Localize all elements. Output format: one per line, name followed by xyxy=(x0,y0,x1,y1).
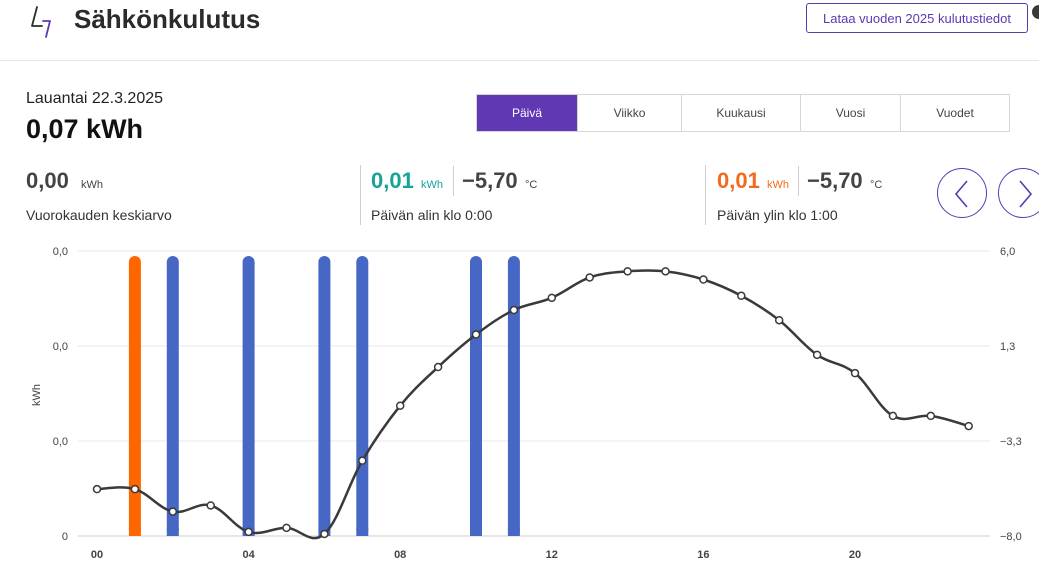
consumption-bar-base xyxy=(128,528,141,536)
stat-divider xyxy=(705,165,706,225)
chevron-left-icon xyxy=(954,180,968,208)
total-consumption: 0,07 kWh xyxy=(26,114,144,144)
temperature-point xyxy=(699,275,708,284)
x-tick-label: 20 xyxy=(849,549,861,561)
temperature-line xyxy=(96,269,970,540)
consumption-bar xyxy=(356,256,369,536)
temperature-point xyxy=(244,527,253,537)
temperature-point xyxy=(926,411,936,421)
temperature-point xyxy=(964,421,973,431)
chevron-right-icon xyxy=(1019,180,1033,208)
temperature-point xyxy=(812,350,822,360)
y2-tick-label: −3,3 xyxy=(1000,436,1022,448)
min-label: Päivän alin klo 0:00 xyxy=(371,207,493,223)
min-temp-unit: °C xyxy=(525,179,538,191)
max-value: 0,01 xyxy=(717,168,760,193)
average-value: 0,00 xyxy=(26,168,69,193)
temperature-point xyxy=(888,411,898,421)
stat-inner-divider xyxy=(453,166,454,196)
y-axis-label: kWh xyxy=(31,384,43,406)
tab-year[interactable]: Vuosi xyxy=(801,95,901,131)
x-tick-label: 08 xyxy=(394,549,406,561)
min-unit: kWh xyxy=(421,179,443,191)
consumption-chart: 0,0 0,0 0,0 0 6,0 1,3 −3,3 −8,0 00 04 08 12 16 20 k… xyxy=(31,246,1022,561)
temperature-point xyxy=(282,523,291,533)
consumption-bar xyxy=(507,256,520,536)
average-label: Vuorokauden keskiarvo xyxy=(26,207,172,223)
menu-icon[interactable] xyxy=(1032,5,1039,19)
y2-tick-label: −8,0 xyxy=(1000,531,1022,543)
previous-day-button[interactable] xyxy=(937,168,987,218)
max-label: Päivän ylin klo 1:00 xyxy=(717,207,838,223)
x-tick-label: 00 xyxy=(91,549,103,561)
consumption-bar-base xyxy=(166,528,179,536)
temperature-point xyxy=(206,501,215,510)
max-temp: −5,70 xyxy=(807,168,863,193)
temperature-point xyxy=(92,484,102,494)
tab-years[interactable]: Vuodet xyxy=(936,106,974,120)
period-tabs: Päivä Viikko Kuukausi Vuosi Vuodet xyxy=(476,94,1010,132)
temperature-point xyxy=(585,273,594,282)
temperature-point xyxy=(850,368,860,378)
consumption-bar xyxy=(318,256,331,536)
tab-week[interactable]: Viikko xyxy=(578,95,682,131)
temperature-point xyxy=(509,305,519,315)
temperature-point xyxy=(471,330,481,339)
temperature-point xyxy=(737,291,746,301)
consumption-bar-base xyxy=(356,528,369,536)
temperature-point xyxy=(661,267,670,276)
consumption-bar xyxy=(128,256,141,536)
min-value: 0,01 xyxy=(371,168,414,193)
temperature-point xyxy=(358,456,367,465)
temperature-point xyxy=(130,484,140,494)
consumption-bar xyxy=(242,256,255,536)
temperature-point xyxy=(623,267,632,276)
x-tick-label: 12 xyxy=(546,549,558,561)
temperature-point xyxy=(320,529,329,539)
brand-logo-icon xyxy=(31,6,51,38)
consumption-bar-base xyxy=(507,528,520,536)
y-tick-label: 0,0 xyxy=(53,341,68,353)
consumption-bar xyxy=(166,256,179,536)
page-title: Sähkönkulutus xyxy=(74,4,261,34)
max-temp-unit: °C xyxy=(870,179,883,191)
y-tick-label: 0 xyxy=(62,531,68,543)
x-tick-label: 16 xyxy=(697,549,709,561)
download-consumption-button[interactable]: Lataa vuoden 2025 kulutustiedot xyxy=(806,3,1028,33)
consumption-bar-base xyxy=(470,528,482,536)
tab-day[interactable]: Päivä xyxy=(477,95,578,131)
temperature-point xyxy=(774,315,784,325)
temperature-point xyxy=(395,401,405,410)
next-day-button[interactable] xyxy=(998,168,1039,218)
selected-date: Lauantai 22.3.2025 xyxy=(26,90,164,107)
stat-inner-divider xyxy=(798,166,799,196)
x-tick-label: 04 xyxy=(242,549,255,561)
min-temp: −5,70 xyxy=(462,168,518,193)
max-unit: kWh xyxy=(767,179,789,191)
consumption-bar xyxy=(470,256,482,536)
tab-month[interactable]: Kuukausi xyxy=(682,95,801,131)
y-tick-label: 0,0 xyxy=(53,246,68,258)
temperature-point xyxy=(168,507,178,516)
y-tick-label: 0,0 xyxy=(53,436,68,448)
y2-tick-label: 1,3 xyxy=(1000,341,1015,353)
average-unit: kWh xyxy=(81,179,103,191)
temperature-point xyxy=(547,293,557,303)
y2-tick-label: 6,0 xyxy=(1000,246,1015,258)
app-header: Sähkönkulutus Lataa vuoden 2025 kulutust… xyxy=(0,0,1039,61)
temperature-point xyxy=(433,362,443,372)
stat-divider xyxy=(360,165,361,225)
